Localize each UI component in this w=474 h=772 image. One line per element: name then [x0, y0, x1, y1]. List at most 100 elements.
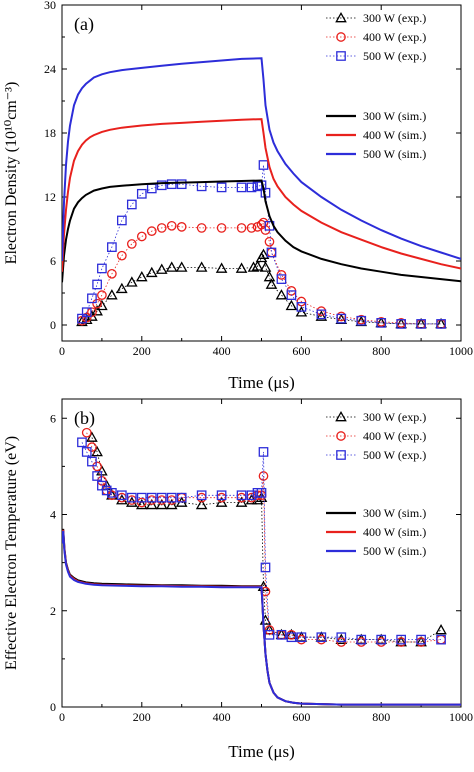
data-point [316, 632, 327, 643]
data-point [77, 437, 87, 448]
data-point [116, 282, 128, 294]
data-point [356, 634, 367, 645]
data-point [165, 261, 178, 272]
data-point [246, 490, 257, 501]
legend-label: 400 W (sim.) [363, 525, 426, 539]
data-point [81, 427, 92, 438]
data-point [266, 247, 277, 258]
series-line-500-w-sim- [62, 57, 461, 262]
data-point [166, 492, 177, 503]
data-point [97, 290, 107, 300]
data-point [165, 498, 178, 510]
data-point [256, 487, 267, 498]
data-point [166, 179, 177, 190]
data-point [195, 261, 208, 272]
chart-panel-b: 0 200 400 600 800 1000 0 2 4 6 Time (μs) Effective … [3, 398, 473, 761]
data-point [246, 182, 257, 193]
data-point [87, 456, 97, 467]
data-point [107, 268, 117, 279]
data-point [296, 632, 307, 643]
data-point [285, 299, 298, 311]
legend-label: 500 W (sim.) [363, 544, 426, 558]
series-dotted-line [91, 437, 442, 643]
legend-marker [336, 32, 346, 42]
series-line-400-w-sim- [62, 118, 461, 272]
data-point [286, 290, 297, 300]
data-point [136, 188, 147, 199]
data-point [135, 270, 148, 282]
y-tick-label: 24 [44, 62, 56, 76]
data-point [81, 307, 92, 318]
data-point [135, 498, 148, 510]
data-point [117, 490, 127, 501]
data-point [286, 632, 297, 643]
x-tick-label: 200 [133, 344, 151, 358]
y-tick-label: 18 [44, 126, 56, 140]
x-tick-label: 800 [372, 710, 390, 724]
data-point [155, 498, 168, 510]
legend: 300 W (exp.) 400 W (exp.) 500 W (exp.) 300 … [326, 410, 426, 558]
data-point [258, 160, 269, 170]
data-point [196, 181, 207, 192]
x-tick-label: 400 [213, 710, 231, 724]
data-point [235, 496, 248, 507]
data-point [107, 487, 117, 498]
series-dotted-line [81, 253, 441, 325]
data-point [156, 180, 167, 191]
data-point [176, 179, 187, 190]
data-point [396, 319, 407, 329]
data-point [146, 226, 157, 236]
x-tick-label: 200 [133, 710, 151, 724]
data-point [216, 182, 227, 193]
y-axis-label: Effective Electron Temperature (eV) [3, 436, 20, 670]
data-point [216, 223, 227, 233]
data-point [296, 302, 307, 312]
x-axis-label: Time (μs) [228, 742, 295, 761]
x-tick-label: 0 [59, 710, 65, 724]
chart-panel-a: 0 200 400 600 800 1000 0 6 12 18 24 30 Time (μs) Elec… [3, 0, 473, 392]
legend-marker [335, 410, 347, 422]
data-point [126, 199, 137, 210]
data-point [258, 471, 269, 481]
legend-marker [336, 51, 346, 61]
x-tick-label: 400 [213, 344, 231, 358]
series-dotted-line [81, 442, 441, 640]
data-point [247, 261, 260, 272]
data-point [156, 492, 167, 503]
legend-label: 300 W (sim.) [363, 109, 426, 123]
x-axis-label: Time (μs) [228, 373, 295, 392]
data-point [376, 634, 387, 645]
data-point [316, 309, 327, 320]
data-point [156, 223, 167, 233]
legend-label: 400 W (sim.) [363, 128, 426, 142]
data-point [117, 215, 127, 226]
data-point [235, 262, 248, 273]
data-point [117, 250, 127, 261]
data-point [246, 223, 257, 233]
data-area [62, 427, 461, 706]
data-point [396, 634, 407, 645]
data-point [136, 492, 147, 503]
data-point [315, 310, 328, 321]
data-point [216, 490, 227, 501]
data-point [264, 236, 275, 247]
data-point [106, 289, 118, 300]
y-tick-label: 6 [50, 254, 56, 268]
data-point [126, 492, 137, 503]
data-point [236, 182, 247, 193]
data-point [336, 632, 347, 643]
series-line-300-w-sim- [62, 179, 461, 283]
data-point [416, 634, 426, 645]
y-tick-label: 0 [50, 700, 56, 714]
data-point [435, 623, 447, 635]
legend: 300 W (exp.) 400 W (exp.) 500 W (exp.) 300 … [326, 11, 426, 161]
data-point [96, 299, 108, 311]
data-point [258, 447, 269, 457]
legend-label: 300 W (sim.) [363, 506, 426, 520]
data-point [215, 262, 228, 273]
data-point [275, 289, 288, 300]
data-point [436, 319, 446, 329]
data-point [92, 471, 102, 481]
data-point [176, 492, 187, 503]
x-tick-label: 800 [372, 344, 390, 358]
